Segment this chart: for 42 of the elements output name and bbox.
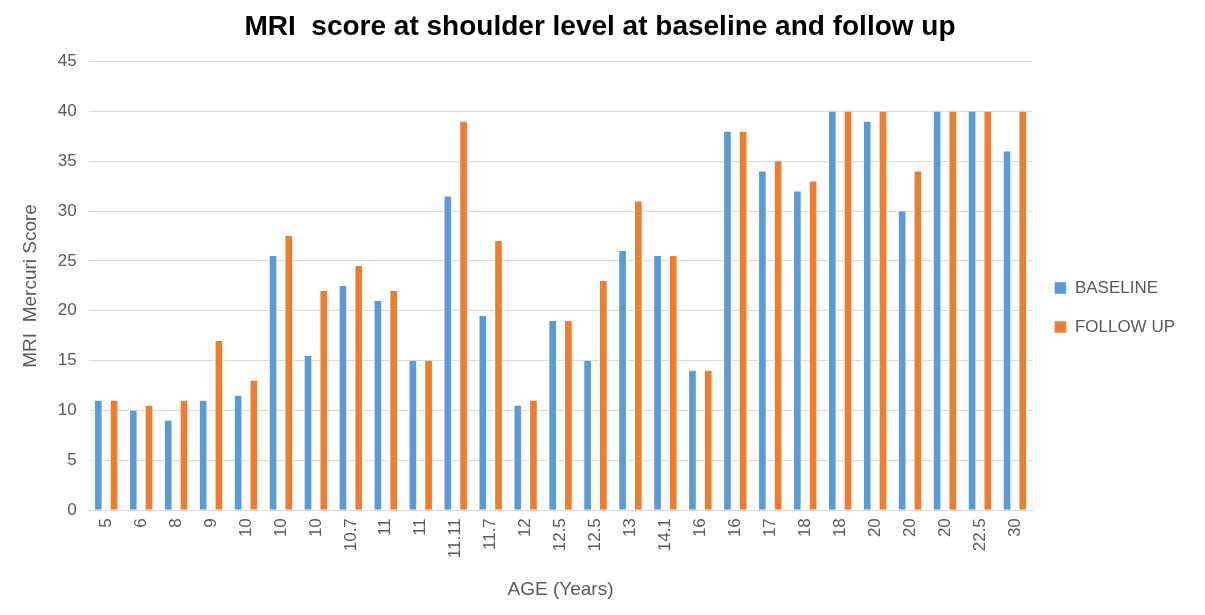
legend-label: FOLLOW UP <box>1074 316 1175 336</box>
x-tick-label: 5 <box>95 518 115 528</box>
x-tick-label: 12.5 <box>585 518 605 552</box>
y-tick-label: 25 <box>57 250 77 270</box>
y-tick-label: 10 <box>57 400 77 420</box>
y-tick-label: 0 <box>67 499 77 519</box>
x-tick-label: 20 <box>899 518 919 538</box>
x-tick-label: 11 <box>375 518 395 536</box>
x-tick-label: 11 <box>410 518 430 536</box>
x-tick-label: 14.1 <box>655 518 675 552</box>
x-tick-label: 17 <box>759 518 779 538</box>
x-tick-label: 30 <box>1004 518 1024 538</box>
x-tick-label: 10 <box>270 518 290 538</box>
x-tick-label: 22.5 <box>969 518 989 552</box>
x-tick-label: 18 <box>829 518 849 538</box>
y-tick-label: 40 <box>57 101 77 121</box>
x-tick-label: 10 <box>235 518 255 538</box>
x-tick-label: 16 <box>724 518 744 538</box>
legend-label: BASELINE <box>1074 277 1159 297</box>
x-tick-label: 8 <box>165 518 185 528</box>
y-tick-label: 20 <box>57 300 77 320</box>
x-tick-label: 18 <box>794 518 814 538</box>
x-tick-label: 11.7 <box>480 518 500 551</box>
x-tick-label: 12 <box>515 518 535 538</box>
x-tick-label: 9 <box>200 518 220 528</box>
x-tick-label: 10.7 <box>340 518 360 552</box>
x-tick-label: 16 <box>690 518 710 538</box>
y-axis-title: MRI Mercuri Score <box>18 204 40 368</box>
chart-title: MRI score at shoulder level at baseline and follow up <box>244 9 956 41</box>
y-tick-label: 30 <box>57 200 77 220</box>
y-tick-label: 45 <box>57 51 77 71</box>
y-tick-label: 35 <box>57 150 77 170</box>
x-axis-title: AGE (Years) <box>507 577 614 599</box>
x-tick-label: 20 <box>934 518 954 538</box>
x-tick-label: 13 <box>620 518 640 538</box>
y-tick-label: 15 <box>57 350 77 370</box>
x-tick-label: 6 <box>130 518 150 528</box>
x-tick-label: 20 <box>864 518 884 538</box>
x-tick-label: 12.5 <box>550 518 570 552</box>
y-tick-label: 5 <box>67 450 77 470</box>
x-tick-label: 10 <box>305 518 325 538</box>
x-tick-label: 11.11 <box>445 518 465 559</box>
